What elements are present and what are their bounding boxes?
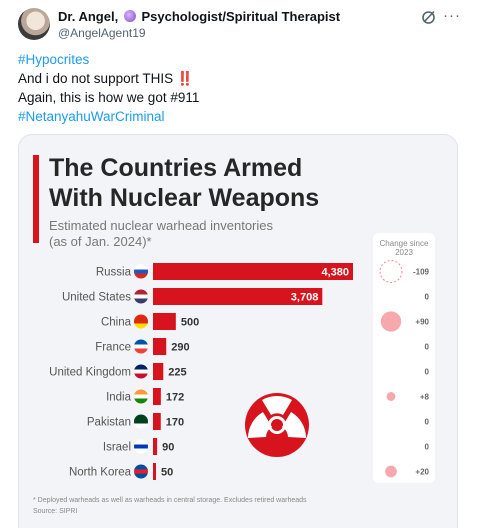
change-header-line-1: Change since	[379, 239, 429, 248]
double-exclamation-icon: ‼️	[176, 71, 194, 86]
flag-stripe-mid-israel	[134, 444, 148, 449]
country-label-north-korea: North Korea	[69, 467, 132, 479]
tweet-line-2-text: And i do not support THIS	[18, 71, 174, 86]
bar-north-korea	[153, 463, 156, 480]
value-label-united-kingdom: 225	[168, 367, 186, 379]
author-title: Psychologist/Spiritual Therapist	[141, 9, 341, 24]
flag-stripe-top-united-states	[134, 289, 148, 295]
tweet-text: #Hypocrites And i do not support THIS ‼️…	[18, 50, 199, 126]
chart-subtitle-line-2: (as of Jan. 2024)*	[49, 234, 152, 249]
chart-footnote: * Deployed warheads as well as warheads …	[33, 495, 443, 517]
value-label-india: 172	[166, 392, 184, 404]
flag-stripe-mid-india	[134, 394, 148, 399]
author-handle[interactable]: @AngelAgent19	[58, 26, 146, 40]
chart-title-line-2: With Nuclear Weapons	[49, 184, 320, 212]
flag-stripe-bottom-pakistan	[134, 423, 148, 429]
country-label-israel: Israel	[103, 442, 131, 454]
change-label-china: +90	[415, 318, 429, 327]
country-label-united-kingdom: United Kingdom	[49, 367, 131, 379]
title-accent-bar	[33, 155, 39, 243]
flag-stripe-mid-united-kingdom	[134, 369, 148, 374]
value-label-israel: 90	[162, 442, 174, 454]
country-label-pakistan: Pakistan	[87, 417, 131, 429]
flag-stripe-top-india	[134, 389, 148, 395]
change-label-united-kingdom: 0	[425, 368, 430, 377]
flag-stripe-bottom-india	[134, 398, 148, 404]
flag-stripe-top-russia	[134, 264, 148, 270]
bar-united-states	[153, 288, 323, 305]
hashtag-hypocrites[interactable]: #Hypocrites	[18, 52, 90, 67]
country-label-russia: Russia	[96, 267, 132, 279]
value-label-france: 290	[171, 342, 189, 354]
author-name[interactable]: Dr. Angel,	[58, 9, 119, 24]
bar-israel	[153, 438, 158, 455]
country-label-united-states: United States	[62, 292, 131, 304]
change-header-line-2: 2023	[395, 248, 413, 257]
flag-stripe-bottom-france	[134, 348, 148, 354]
change-bubble-russia	[379, 260, 403, 283]
bar-china	[153, 313, 176, 330]
footnote-source: Source: SIPRI	[33, 508, 78, 515]
flag-stripe-mid-china	[134, 319, 148, 324]
flag-stripe-mid-france	[134, 344, 148, 349]
footnote-line-1: * Deployed warheads as well as warheads …	[33, 497, 307, 504]
change-panel	[373, 233, 435, 483]
value-label-north-korea: 50	[161, 467, 173, 479]
flag-stripe-top-china	[134, 314, 148, 320]
flag-stripe-top-united-kingdom	[134, 364, 148, 370]
flag-stripe-mid-united-states	[134, 294, 148, 299]
flag-stripe-bottom-china	[134, 323, 148, 329]
bar-united-kingdom	[153, 363, 164, 380]
change-bubble-north-korea	[385, 465, 397, 478]
flag-stripe-top-north-korea	[134, 464, 148, 470]
more-icon[interactable]: ···	[443, 7, 461, 24]
chart-title: The Countries Armed With Nuclear Weapons	[49, 153, 349, 213]
tweet-line-2: And i do not support THIS ‼️	[18, 69, 199, 88]
chart-title-line-1: The Countries Armed	[49, 154, 303, 182]
country-label-china: China	[101, 317, 132, 329]
bar-france	[153, 338, 167, 355]
flag-stripe-mid-russia	[134, 269, 148, 274]
change-bubble-china	[380, 311, 402, 332]
avatar[interactable]	[18, 8, 50, 40]
bar-pakistan	[153, 413, 161, 430]
value-label-china: 500	[181, 317, 199, 329]
change-label-india: +8	[420, 393, 430, 402]
tweet-line-3: Again, this is how we got #911	[18, 90, 200, 105]
flag-stripe-bottom-russia	[134, 273, 148, 279]
bar-chart: Russia 4,380 -109 United States 3,708 0 China 5…	[49, 260, 430, 480]
change-label-france: 0	[425, 343, 430, 352]
flag-stripe-top-france	[134, 339, 148, 345]
change-header: Change since 2023	[373, 239, 435, 257]
change-label-israel: 0	[425, 443, 430, 452]
value-label-united-states: 3,708	[291, 292, 319, 304]
radiation-symbol-icon	[245, 393, 309, 457]
change-label-united-states: 0	[425, 293, 430, 302]
author-name-line[interactable]: Dr. Angel, Psychologist/Spiritual Therap…	[58, 9, 340, 24]
attached-image[interactable]: The Countries Armed With Nuclear Weapons…	[18, 134, 458, 528]
hashtag-netanyahu[interactable]: #NetanyahuWarCriminal	[18, 109, 165, 124]
country-label-france: France	[95, 342, 131, 354]
flag-stripe-bottom-united-states	[134, 298, 148, 304]
bar-russia	[153, 263, 353, 280]
value-label-pakistan: 170	[166, 417, 184, 429]
chart-subtitle: Estimated nuclear warhead inventories (a…	[49, 218, 339, 250]
flag-stripe-bottom-israel	[134, 448, 148, 454]
country-label-india: India	[106, 392, 132, 404]
flag-stripe-mid-pakistan	[134, 419, 148, 424]
change-label-north-korea: +20	[415, 468, 429, 477]
chart-subtitle-line-1: Estimated nuclear warhead inventories	[49, 218, 274, 233]
crystal-ball-icon	[123, 10, 136, 22]
flag-stripe-bottom-north-korea	[134, 473, 148, 479]
flag-stripe-bottom-united-kingdom	[134, 373, 148, 379]
change-label-russia: -109	[413, 268, 430, 277]
flag-stripe-top-israel	[134, 439, 148, 445]
change-bubble-india	[386, 392, 396, 401]
flag-stripe-mid-north-korea	[134, 469, 148, 474]
value-label-russia: 4,380	[321, 267, 349, 279]
flag-stripe-top-pakistan	[134, 414, 148, 420]
grok-icon[interactable]	[421, 9, 437, 25]
change-label-pakistan: 0	[425, 418, 430, 427]
bar-india	[153, 388, 161, 405]
